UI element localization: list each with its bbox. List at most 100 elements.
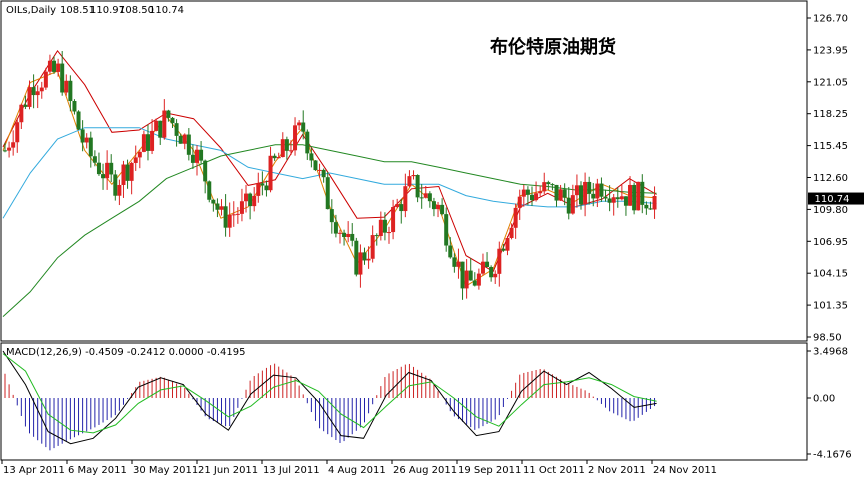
candle-body — [337, 232, 342, 234]
candle-body — [215, 203, 220, 210]
macd-signal-line — [2, 353, 657, 434]
candle-body — [574, 185, 579, 196]
candle-body — [493, 273, 498, 278]
candle-body — [96, 162, 101, 175]
candle-body — [276, 157, 281, 159]
candle-body — [158, 120, 163, 138]
candlestick-series — [3, 50, 657, 300]
x-axis: 13 Apr 2011 6 May 2011 30 May 2011 21 Jun 2… — [1, 460, 717, 476]
candle-body — [546, 182, 551, 185]
candle-body — [227, 214, 232, 228]
candle-body — [419, 197, 424, 199]
macd-label: MACD(12,26,9) -0.4509 -0.2412 0.0000 -0.… — [6, 347, 245, 358]
symbol-label: OILs,Daily — [6, 5, 56, 16]
candle-body — [350, 233, 355, 241]
candle-body — [309, 153, 314, 161]
candle-body — [19, 104, 24, 123]
candle-body — [293, 125, 298, 151]
candle-body — [56, 63, 61, 72]
macd-y-tick-label: 3.4968 — [813, 347, 848, 358]
candle-body — [411, 175, 416, 177]
candle-body — [603, 196, 608, 199]
candle-body — [550, 184, 555, 186]
candle-body — [15, 122, 20, 143]
price-y-tick-label: 112.60 — [813, 173, 848, 184]
candle-body — [632, 184, 637, 211]
candle-body — [268, 155, 273, 191]
candle-body — [68, 80, 73, 102]
candle-body — [497, 248, 502, 274]
candle-body — [52, 60, 57, 72]
macd-main-line — [2, 350, 657, 445]
candle-body — [125, 164, 130, 181]
candle-body — [109, 162, 114, 175]
candle-body — [509, 227, 514, 238]
candle-body — [195, 149, 200, 163]
candle-body — [3, 150, 7, 152]
candle-body — [640, 181, 645, 205]
candle-body — [88, 137, 93, 157]
candle-body — [182, 134, 187, 144]
moving-average-line-4 — [2, 144, 657, 317]
candle-body — [342, 232, 347, 238]
candle-body — [162, 110, 167, 138]
candle-body — [374, 235, 379, 237]
candle-body — [256, 183, 261, 196]
moving-average-lines — [2, 49, 657, 317]
candle-body — [219, 206, 224, 210]
candle-body — [235, 213, 240, 215]
candle-body — [288, 150, 293, 152]
chart-title: 布伦特原油期货 — [490, 36, 616, 58]
candle-body — [186, 134, 191, 155]
candle-body — [11, 142, 16, 148]
last-price-tag: 110.74 — [808, 192, 864, 205]
candle-body — [366, 258, 371, 261]
candle-body — [211, 199, 216, 204]
candle-body — [80, 129, 85, 143]
price-y-tick-label: 115.45 — [813, 141, 848, 152]
candle-body — [403, 186, 408, 212]
candle-body — [321, 169, 326, 178]
candle-body — [619, 196, 624, 200]
candle-body — [199, 149, 204, 161]
ohlc-open: 108.51 — [60, 5, 95, 16]
candle-body — [464, 270, 469, 289]
candle-body — [628, 184, 633, 206]
candle-body — [31, 87, 36, 96]
candle-body — [121, 164, 126, 185]
macd-lines — [2, 350, 657, 445]
price-y-tick-label: 104.15 — [813, 269, 848, 280]
candle-body — [554, 184, 559, 201]
moving-average-line-1 — [2, 49, 657, 273]
candle-body — [415, 175, 420, 198]
candle-body — [252, 195, 257, 207]
candle-body — [623, 196, 628, 206]
candle-body — [190, 154, 195, 163]
candle-body — [648, 208, 653, 210]
candle-body — [43, 71, 48, 88]
ohlc-close: 110.74 — [149, 5, 184, 16]
candle-body — [542, 182, 547, 192]
candle-body — [599, 183, 604, 197]
candle-body — [505, 237, 510, 251]
candle-body — [166, 110, 171, 118]
candle-body — [260, 183, 265, 186]
candle-body — [456, 261, 461, 267]
candle-body — [529, 194, 534, 201]
candle-body — [305, 131, 310, 154]
price-y-axis: 126.70 123.95 121.05 118.25 115.45 112.60 109.… — [807, 14, 848, 344]
candle-body — [501, 248, 506, 251]
candle-body — [92, 156, 97, 163]
candle-body — [301, 122, 306, 132]
candle-body — [223, 206, 228, 228]
candle-body — [297, 122, 302, 126]
candle-body — [615, 197, 620, 200]
candle-body — [444, 214, 449, 246]
price-y-tick-label: 118.25 — [813, 109, 848, 120]
candle-body — [517, 196, 522, 208]
candle-body — [329, 209, 334, 223]
ohlc-high: 110.97 — [90, 5, 125, 16]
candle-body — [399, 204, 404, 212]
macd-y-tick-label: -4.1676 — [813, 450, 852, 461]
macd-y-tick-label: 0.00 — [813, 393, 835, 404]
